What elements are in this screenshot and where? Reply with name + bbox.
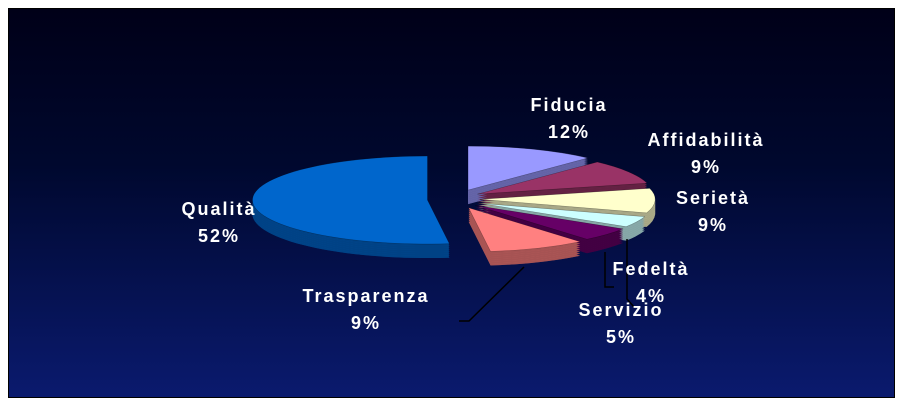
leader-line <box>604 252 614 288</box>
data-label: Qualità 52% <box>181 196 256 250</box>
slices <box>252 145 656 266</box>
slice-top <box>477 161 648 195</box>
category-label: Qualità <box>181 199 257 219</box>
value-label: 12% <box>547 122 591 142</box>
data-label: Fiducia 12% <box>530 92 607 146</box>
value-label: 52% <box>197 226 241 246</box>
value-label: 9% <box>697 215 729 235</box>
data-label: Trasparenza 9% <box>285 283 447 337</box>
slice-top <box>480 188 656 214</box>
value-label: 9% <box>350 313 381 333</box>
value-label: 4% <box>635 286 666 306</box>
data-label: Serietà 9% <box>676 185 750 239</box>
slice <box>468 207 581 266</box>
leader-line <box>626 239 635 308</box>
data-label: Fedeltà 4% <box>612 256 689 310</box>
category-label: Affidabilità <box>647 130 765 150</box>
data-label: Servizio 5% <box>578 297 663 351</box>
value-label: 9% <box>690 157 721 177</box>
category-label: Trasparenza <box>302 286 430 306</box>
pie-area <box>252 145 656 322</box>
slice-top <box>467 145 588 191</box>
slice-top <box>475 205 625 240</box>
slice-top <box>478 202 646 227</box>
value-label: 5% <box>605 327 636 347</box>
category-label: Fedeltà <box>612 259 690 279</box>
chart: Fiducia 12% Affidabilità 9% Serietà 9% Fedeltà… <box>8 8 895 398</box>
category-label: Servizio <box>578 300 664 320</box>
slice <box>252 155 450 259</box>
slice-top <box>468 207 581 252</box>
slice-top <box>252 155 450 245</box>
category-label: Fiducia <box>530 95 608 115</box>
leader-line <box>459 266 525 322</box>
category-label: Serietà <box>675 188 751 208</box>
data-label: Affidabilità 9% <box>648 127 765 181</box>
